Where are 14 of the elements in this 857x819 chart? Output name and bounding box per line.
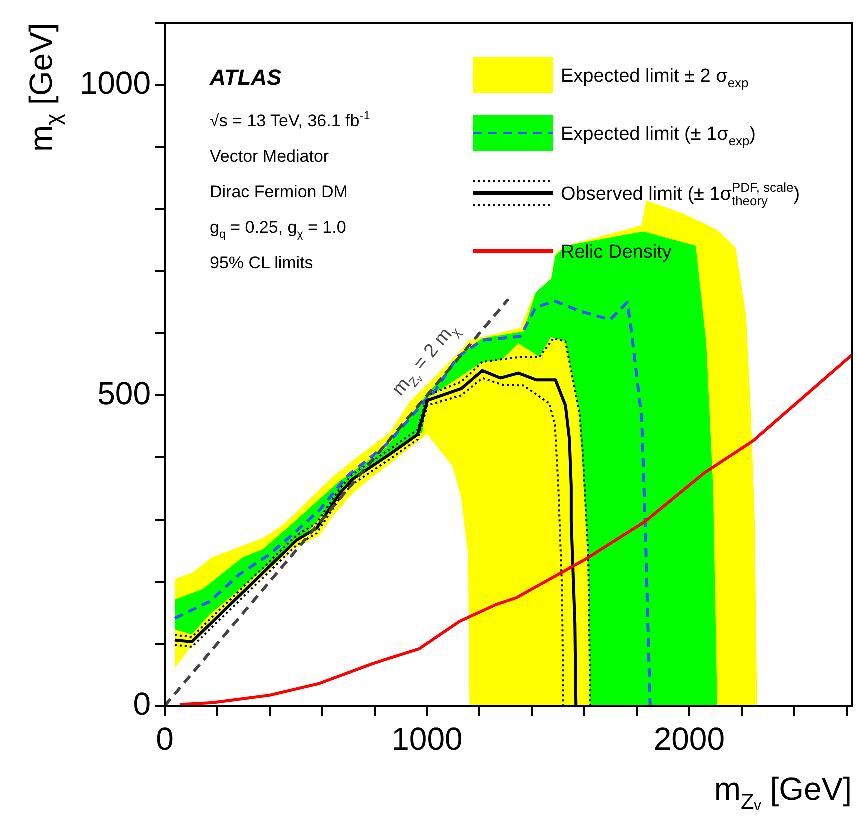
- line-series: [173, 300, 652, 706]
- annotation: 95% CL limits: [210, 254, 314, 273]
- y-tick-label: 1000: [80, 65, 151, 102]
- y-tick-label: 0: [133, 686, 151, 722]
- x-tick-label: 0: [156, 721, 174, 758]
- y-tick-label: 500: [98, 375, 151, 412]
- annotation: Dirac Fermion DM: [210, 182, 348, 202]
- annotation: Vector Mediator: [210, 147, 330, 166]
- annotation: mZᵥ = 2 mχ: [388, 324, 464, 400]
- annotation: ATLAS: [209, 65, 282, 90]
- x-tick-label: 2000: [654, 721, 726, 758]
- x-tick-label: 1000: [392, 721, 463, 758]
- y-axis-title: mχ [GeV]: [23, 23, 66, 152]
- legend-label: Relic Density: [561, 242, 672, 264]
